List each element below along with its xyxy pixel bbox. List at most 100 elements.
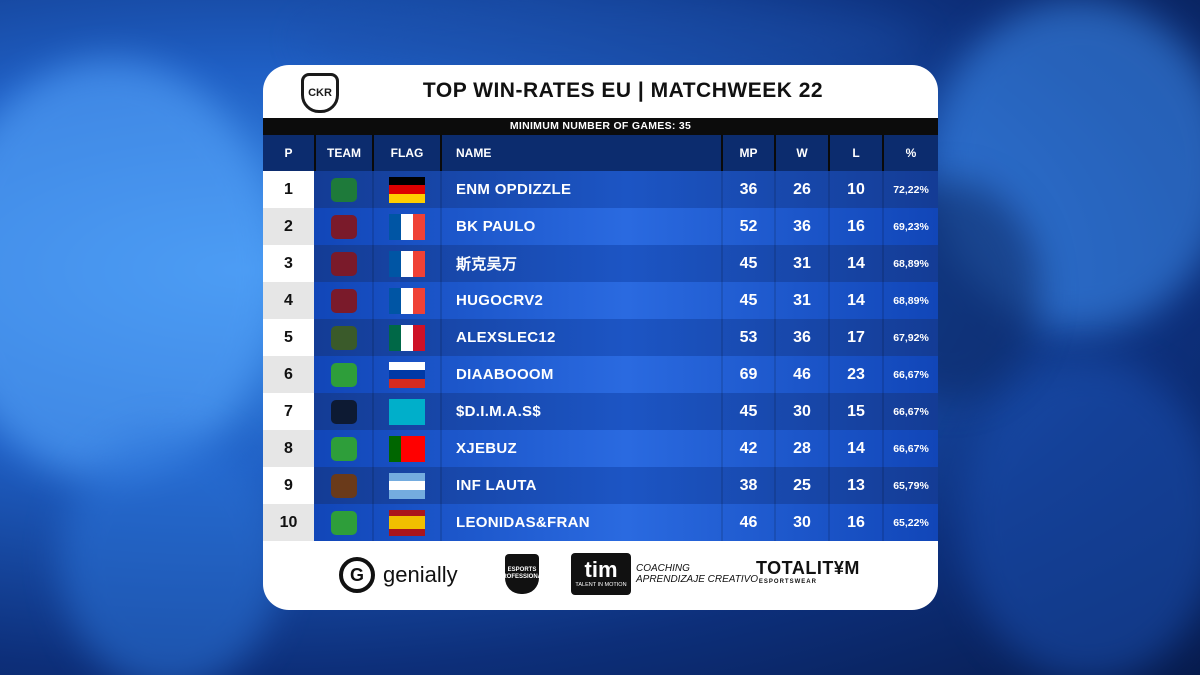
table-row: 8 XJEBUZ 42 28 14 66,67% [263, 430, 938, 467]
flag-cell [374, 467, 440, 504]
tim-mark: tim [584, 557, 618, 582]
winrate-cell: 68,89% [893, 294, 929, 307]
portugal-flag [389, 435, 425, 462]
mp-cell: 38 [739, 476, 758, 494]
player-name: ENM OPDIZZLE [456, 181, 572, 198]
sponsor-footer: G genially ESPORTS PROFESSIONAL tim TALE… [263, 545, 938, 610]
genially-logo: G genially [339, 557, 458, 593]
mp-cell: 45 [739, 291, 758, 309]
tim-line2: APRENDIZAJE CREATIVO [636, 574, 759, 585]
table-body: 1 ENM OPDIZZLE 36 26 10 72,22% 2 BK PAUL… [263, 171, 938, 541]
player-name: $D.I.M.A.S$ [456, 403, 541, 420]
winrate-cell: 67,92% [893, 331, 929, 344]
l-cell: 14 [847, 291, 865, 309]
esports-shield-icon: ESPORTS PROFESSIONAL [498, 554, 546, 594]
mp-cell: 52 [739, 217, 758, 235]
position-cell: 5 [263, 319, 314, 356]
team-cell [316, 356, 372, 393]
winrate-cell: 69,23% [893, 220, 929, 233]
w-cell: 30 [793, 402, 811, 420]
winrate-cell: 72,22% [893, 183, 929, 196]
player-name: XJEBUZ [456, 440, 517, 457]
table-row: 2 BK PAULO 52 36 16 69,23% [263, 208, 938, 245]
team-cell [316, 504, 372, 541]
table-row: 1 ENM OPDIZZLE 36 26 10 72,22% [263, 171, 938, 208]
player-name: INF LAUTA [456, 477, 537, 494]
l-cell: 14 [847, 439, 865, 457]
player-name: LEONIDAS&FRAN [456, 514, 590, 531]
w-cell: 25 [793, 476, 811, 494]
l-cell: 14 [847, 254, 865, 272]
uranus-team-icon [331, 288, 357, 313]
header-team: TEAM [327, 146, 361, 160]
flag-cell [374, 282, 440, 319]
team-cell [316, 430, 372, 467]
esports-professional-logo: ESPORTS PROFESSIONAL [498, 554, 546, 594]
l-cell: 17 [847, 328, 865, 346]
position-cell: 4 [263, 282, 314, 319]
winrate-cell: 66,67% [893, 368, 929, 381]
player-name: 斯克吴万 [456, 256, 518, 273]
tim-line1: COACHING [636, 563, 690, 574]
uranus-team-icon [331, 251, 357, 276]
minimum-games-bar: MINIMUM NUMBER OF GAMES: 35 [263, 118, 938, 135]
genially-mark: G [349, 564, 364, 585]
position-cell: 8 [263, 430, 314, 467]
rotiseria-team-icon [331, 473, 357, 498]
mp-cell: 45 [739, 254, 758, 272]
background-art [0, 60, 280, 480]
flag-cell [374, 393, 440, 430]
position-cell: 1 [263, 171, 314, 208]
mp-cell: 42 [739, 439, 758, 457]
tim-tagline: TALENT IN MOTION [575, 582, 627, 588]
flag-cell [374, 171, 440, 208]
w-cell: 36 [793, 328, 811, 346]
totality-text: TOTALIT¥M [756, 558, 860, 578]
genially-icon: G [339, 557, 375, 593]
mp-cell: 36 [739, 180, 758, 198]
table-row: 10 LEONIDAS&FRAN 46 30 16 65,22% [263, 504, 938, 541]
player-name: HUGOCRV2 [456, 292, 544, 309]
enemy-team-icon [331, 177, 357, 202]
flag-cell [374, 319, 440, 356]
position-cell: 9 [263, 467, 314, 504]
position-cell: 6 [263, 356, 314, 393]
table-header-row: P TEAM FLAG NAME MP W L % [263, 135, 938, 171]
mp-cell: 45 [739, 402, 758, 420]
uranus-team-icon [331, 214, 357, 239]
tim-text: COACHING APRENDIZAJE CREATIVO [636, 563, 758, 585]
winrate-cell: 68,89% [893, 257, 929, 270]
winrate-table: P TEAM FLAG NAME MP W L % 1 [263, 135, 938, 541]
player-name: DIAABOOOM [456, 366, 554, 383]
header-flag: FLAG [390, 146, 424, 160]
flag-cell [374, 356, 440, 393]
russia-flag [389, 361, 425, 388]
team-cell [316, 467, 372, 504]
mp-cell: 53 [739, 328, 758, 346]
argentina-flag [389, 472, 425, 499]
spain-flag [389, 509, 425, 536]
league-logo-text: CKR [308, 87, 332, 99]
w-cell: 26 [793, 180, 811, 198]
winrate-cell: 65,22% [893, 516, 929, 529]
mp-cell: 69 [739, 365, 758, 383]
totality-sub: ESPORTSWEAR [758, 579, 817, 585]
l-cell: 10 [847, 180, 865, 198]
l-cell: 15 [847, 402, 865, 420]
w-cell: 31 [793, 254, 811, 272]
table-row: 3 斯克吴万 45 31 14 68,89% [263, 245, 938, 282]
flag-cell [374, 245, 440, 282]
l-cell: 16 [847, 217, 865, 235]
header-l: L [852, 146, 860, 160]
team-cell [316, 208, 372, 245]
player-name: ALEXSLEC12 [456, 329, 556, 346]
flag-cell [374, 208, 440, 245]
genially-text: genially [383, 562, 458, 587]
table-row: 4 HUGOCRV2 45 31 14 68,89% [263, 282, 938, 319]
table-row: 9 INF LAUTA 38 25 13 65,79% [263, 467, 938, 504]
header-w: W [796, 146, 808, 160]
team-cell [316, 282, 372, 319]
table-row: 6 DIAABOOOM 69 46 23 66,67% [263, 356, 938, 393]
header-pct: % [905, 146, 917, 160]
w-cell: 36 [793, 217, 811, 235]
